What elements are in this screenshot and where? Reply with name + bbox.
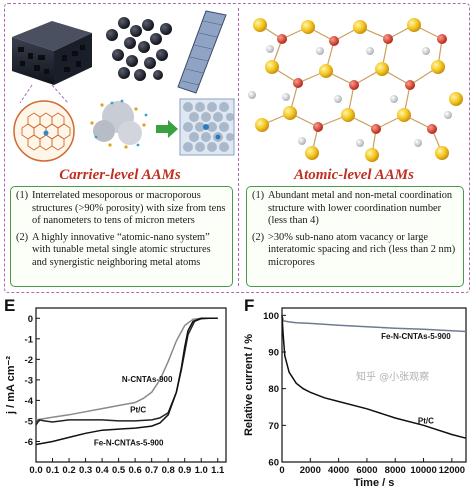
y-tick-label: 70 — [268, 421, 279, 432]
series-line-fe-n-cntas-5-900 — [35, 317, 218, 446]
x-tick-label: 0.8 — [162, 465, 175, 476]
plot-frame — [35, 307, 227, 463]
zoom-arrow — [156, 120, 178, 138]
series-line-n-cntas-900 — [35, 317, 218, 421]
lsv-chart: 0.0 0.1 0.2 0.3 0.4 0.5 0.6 0.7 0.8 0.9 1.0 1.1 -6 -5… — [5, 307, 227, 476]
panel-label-e: E — [4, 296, 16, 315]
series-label: Pt/C — [418, 417, 434, 426]
series-label: Fe-N-CNTAs-5-900 — [94, 439, 164, 448]
x-tick-label: 0.1 — [46, 465, 60, 476]
x-tick-label: 0.5 — [112, 465, 126, 476]
series-label: Pt/C — [130, 406, 146, 415]
y-tick-label: 90 — [268, 348, 279, 359]
y-tick-label: 60 — [268, 458, 279, 469]
atomic-item-2-text: >30% sub-nano atom vacancy or large inte… — [268, 231, 456, 268]
atomic-item-1: (1) Abundant metal and non-metal coordin… — [252, 190, 458, 228]
atomic-heading: Atomic-level AAMs — [294, 167, 414, 183]
y-tick-label: 80 — [268, 384, 279, 395]
carrier-item-2: (2) A highly innovative “atomic-nano sys… — [16, 232, 227, 270]
y-tick-label: -1 — [25, 334, 34, 345]
y-tick-label: -3 — [25, 375, 33, 386]
carrier-item-1-number: (1) — [16, 190, 29, 201]
x-tick-label: 10000 — [410, 465, 436, 476]
x-tick-label: 0.0 — [29, 465, 42, 476]
graphene-circle — [13, 100, 75, 162]
x-tick-label: 0.3 — [79, 465, 92, 476]
atomic-item-2: (2) >30% sub-nano atom vacancy or large … — [252, 232, 458, 270]
y-tick-label: -2 — [25, 355, 33, 366]
nanoparticle-cluster — [90, 99, 148, 149]
x-tick-label: 0.2 — [62, 465, 75, 476]
watermark: 知乎 @小张观察 — [356, 372, 430, 383]
panel-label-f: F — [244, 296, 255, 315]
x-tick-label: 1.0 — [195, 465, 208, 476]
x-tick-label: 1.1 — [211, 465, 225, 476]
y-tick-label: 100 — [263, 311, 279, 322]
series-line-fe-n-cntas-5-900 — [281, 315, 467, 333]
x-tick-label: 0.6 — [129, 465, 142, 476]
zoomed-atoms-image — [179, 98, 235, 156]
x-tick-label: 0 — [279, 465, 284, 476]
y-tick-label: -5 — [25, 416, 34, 427]
x-tick-label: 0.4 — [95, 465, 109, 476]
y-tick-label: 0 — [28, 314, 33, 325]
carrier-item-2-number: (2) — [16, 231, 29, 243]
x-axis-label: Time / s — [354, 477, 395, 489]
carrier-item-2-text: A highly innovative “atomic-nano system”… — [32, 231, 211, 268]
series-line-pt-c — [281, 315, 467, 439]
carrier-item-1-text: Interrelated mesoporous or macroporous s… — [32, 190, 226, 227]
panel-divider — [238, 8, 239, 286]
y-tick-label: -6 — [25, 437, 33, 448]
x-tick-label: 0.9 — [178, 465, 191, 476]
plot-frame — [281, 307, 467, 463]
y-axis-label: j / mA cm⁻² — [5, 356, 17, 415]
y-axis-label: Relative current / % — [243, 334, 255, 436]
x-tick-label: 0.7 — [145, 465, 158, 476]
carrier-features-box: (1) Interrelated mesoporous or macroporo… — [10, 186, 233, 287]
atomic-item-1-number: (1) — [252, 190, 265, 201]
x-tick-label: 12000 — [439, 465, 465, 476]
y-tick-label: -4 — [25, 396, 34, 407]
carrier-heading: Carrier-level AAMs — [59, 167, 181, 183]
sphere-network — [106, 17, 172, 81]
atomic-item-1-text: Abundant metal and non-metal coordinatio… — [268, 190, 453, 227]
atomic-features-box: (1) Abundant metal and non-metal coordin… — [246, 186, 464, 287]
nanotube-rod — [177, 10, 227, 94]
carrier-item-1: (1) Interrelated mesoporous or macroporo… — [16, 190, 227, 228]
x-tick-label: 2000 — [300, 465, 321, 476]
series-label: N-CNTAs-900 — [122, 375, 173, 384]
x-tick-label: 6000 — [356, 465, 377, 476]
carrier-schematic-art — [12, 10, 235, 162]
atomic-item-2-number: (2) — [252, 231, 265, 243]
series-label: Fe-N-CNTAs-5-900 — [381, 332, 451, 341]
x-tick-label: 4000 — [328, 465, 349, 476]
stability-chart: 0 2000 4000 6000 8000 10000 12000 60 70 80 90 100 Re… — [243, 307, 467, 489]
atomic-lattice-art — [248, 18, 463, 162]
series-line-pt-c — [35, 317, 218, 426]
x-tick-label: 8000 — [385, 465, 406, 476]
porous-block — [12, 21, 92, 85]
